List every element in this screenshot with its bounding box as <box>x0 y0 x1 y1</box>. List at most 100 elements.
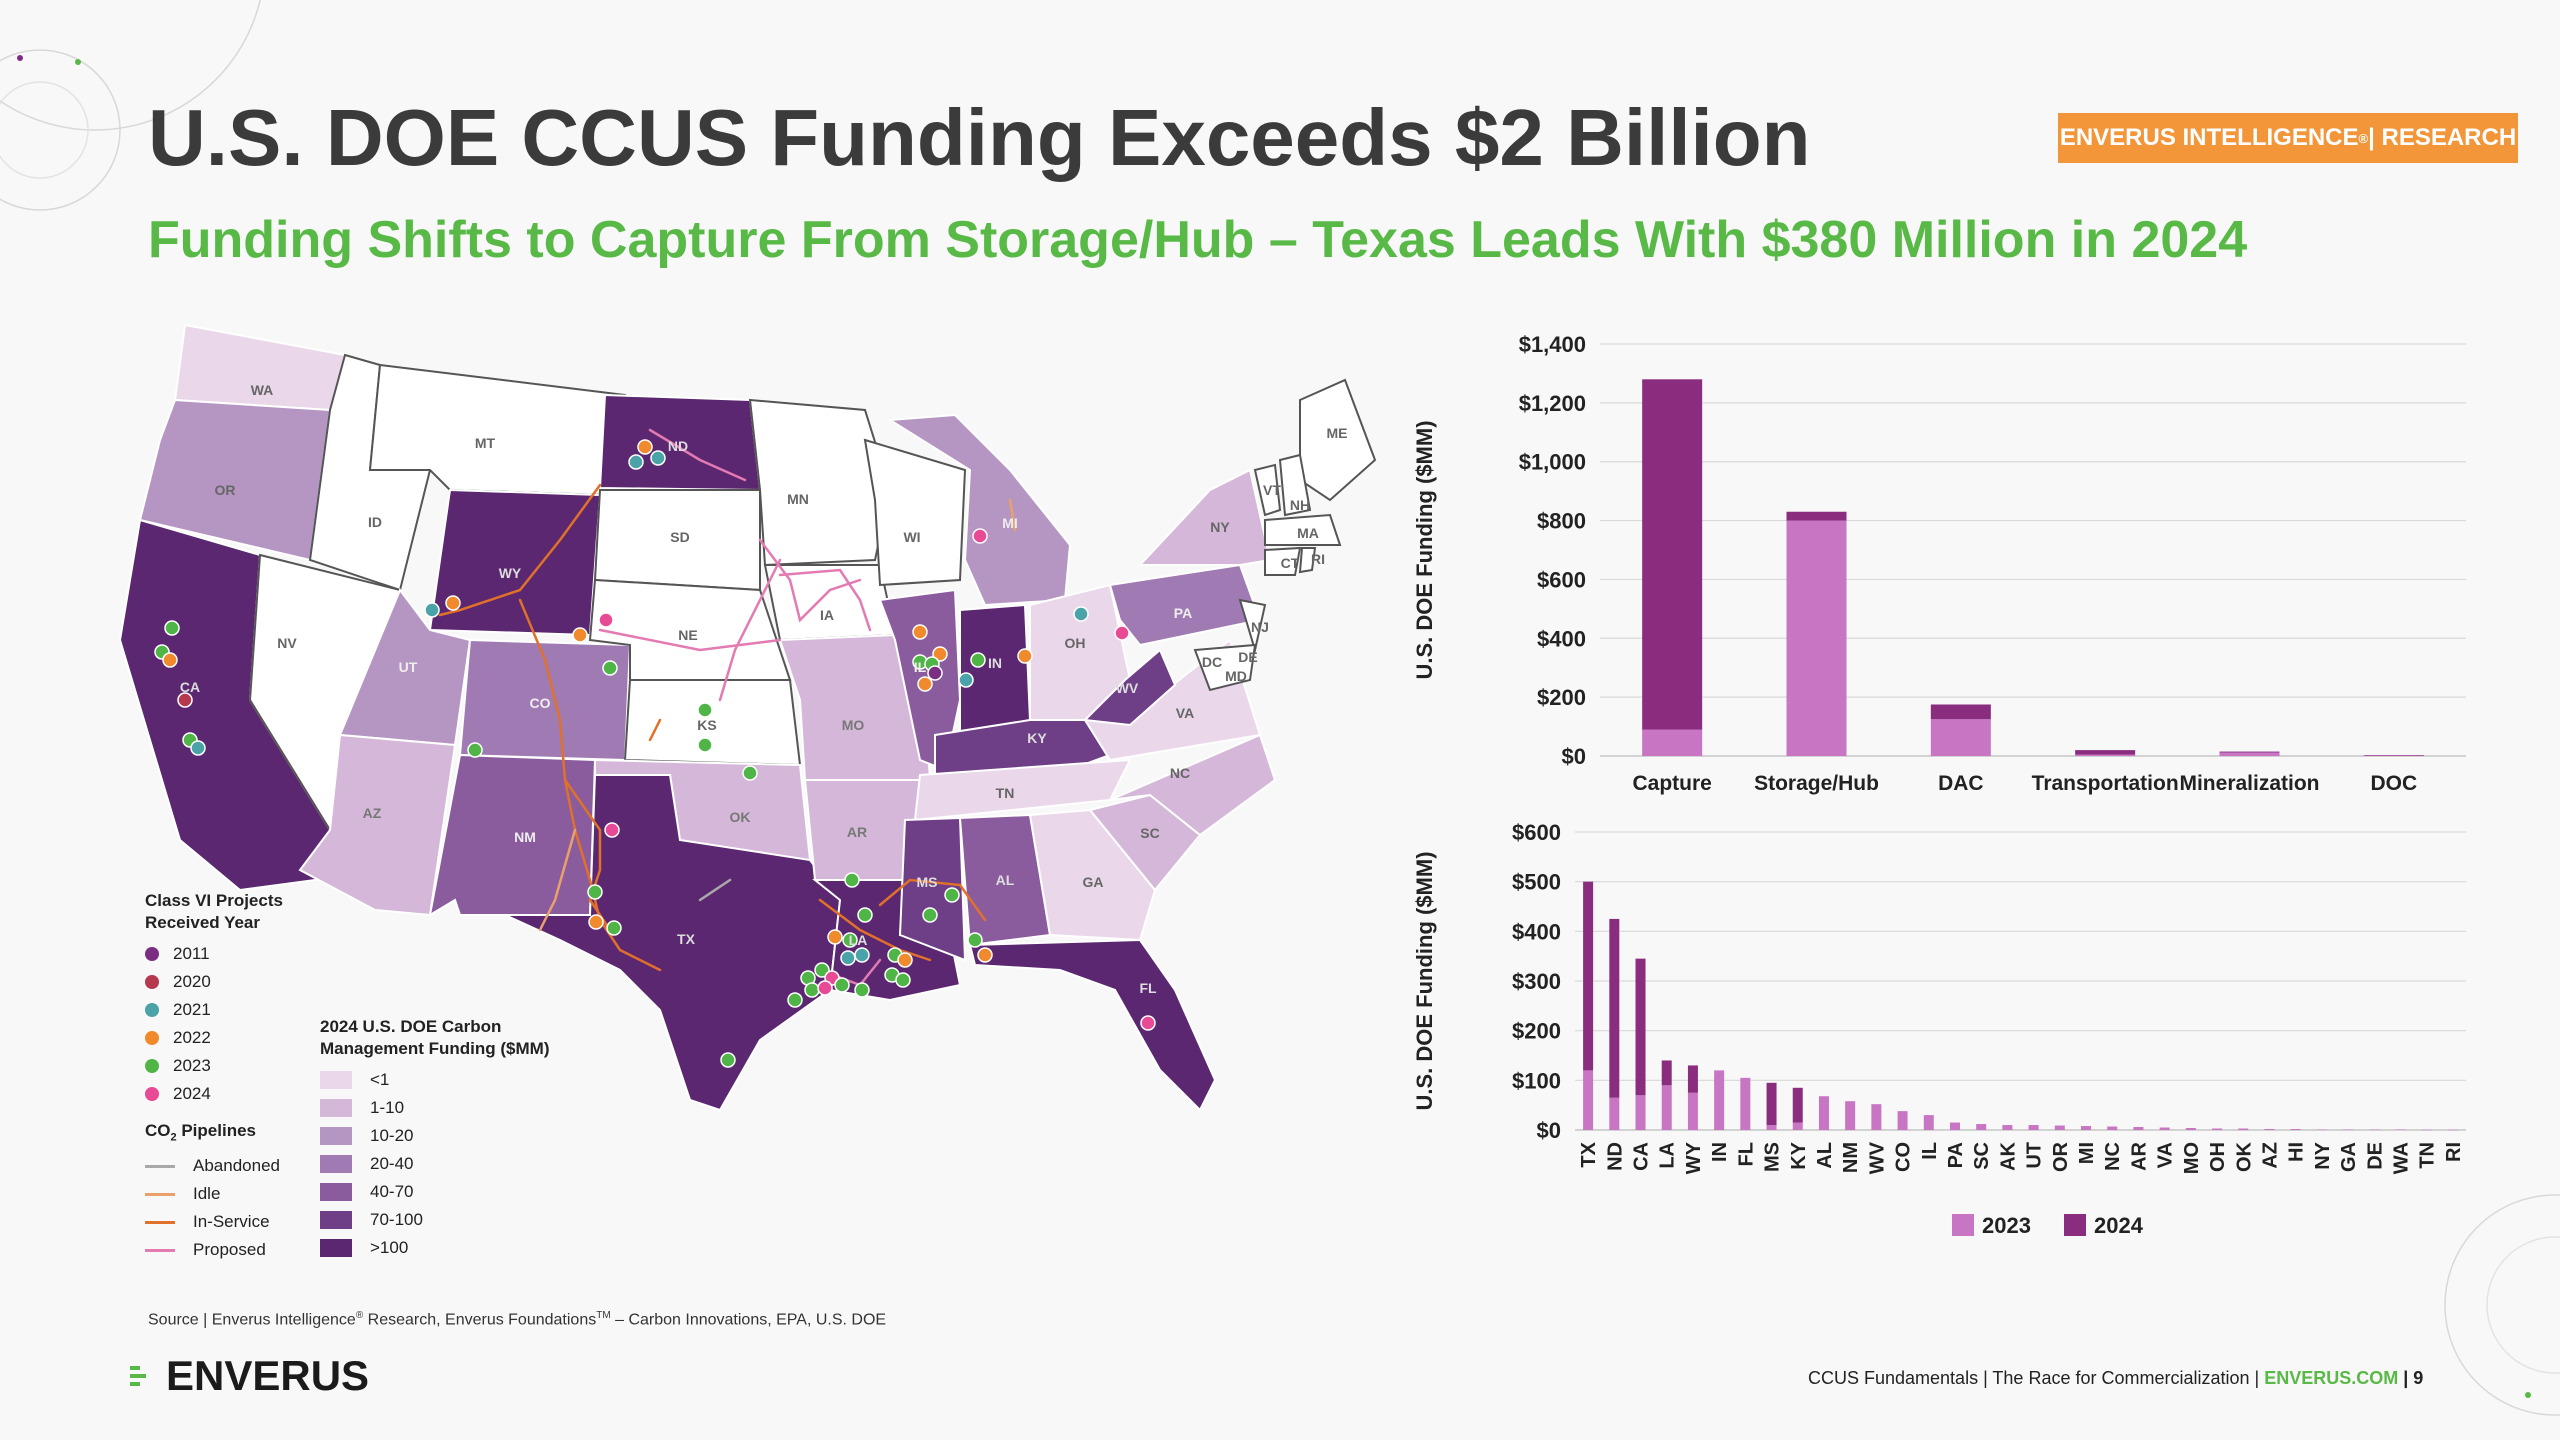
legend-item: 10-20 <box>320 1122 600 1150</box>
state-label: OH <box>1065 635 1086 651</box>
pipelines-legend-co: CO <box>145 1121 171 1140</box>
legend-item: 40-70 <box>320 1178 600 1206</box>
pipeline-idle-2 <box>1008 498 1017 532</box>
page-subtitle: Funding Shifts to Capture From Storage/H… <box>148 211 2248 269</box>
project-marker <box>972 528 988 544</box>
state-label: MN <box>787 491 809 507</box>
page-title: U.S. DOE CCUS Funding Exceeds $2 Billion <box>148 93 1811 182</box>
state-label: TX <box>677 931 696 947</box>
project-marker <box>650 450 666 466</box>
project-marker <box>827 929 843 945</box>
legend-label: 1-10 <box>370 1098 405 1117</box>
project-marker <box>844 872 860 888</box>
pipelines-legend-sub: 2 <box>170 1131 177 1144</box>
state-ut <box>338 587 472 747</box>
legend-label: Idle <box>193 1184 221 1204</box>
project-markers <box>154 439 1156 1068</box>
state-label: CA <box>180 679 200 695</box>
legend-item: 2024 <box>145 1080 345 1108</box>
legend-label: 40-70 <box>370 1182 414 1201</box>
project-marker <box>697 737 713 753</box>
state-ms <box>898 816 967 962</box>
project-marker <box>604 822 620 838</box>
project-marker <box>922 907 938 923</box>
pipeline-in-service-ks <box>648 718 662 742</box>
state-wv <box>1082 648 1177 727</box>
state-nh <box>1278 453 1312 517</box>
state-label: NE <box>678 627 697 643</box>
legend-label: 2022 <box>173 1028 211 1047</box>
project-marker <box>895 972 911 988</box>
project-marker <box>817 980 833 996</box>
project-marker <box>932 646 948 662</box>
state-label: IL <box>914 659 927 675</box>
state-ct <box>1264 546 1302 576</box>
legend-swatch <box>145 1087 159 1101</box>
state-nm <box>428 753 597 918</box>
projects-legend-title: Class VI Projects Received Year <box>145 891 283 932</box>
legend-swatch <box>145 1031 159 1045</box>
legend-swatch <box>320 1127 352 1145</box>
state-label: AL <box>996 872 1015 888</box>
funding-legend-title: 2024 U.S. DOE Carbon Management Funding … <box>320 1017 550 1058</box>
state-label: SC <box>1140 825 1159 841</box>
project-marker <box>588 914 604 930</box>
state-label: NJ <box>1251 619 1269 635</box>
badge-right: | RESEARCH <box>2368 124 2517 151</box>
project-marker <box>1017 648 1033 664</box>
legend-label: In-Service <box>193 1212 270 1232</box>
legend-item: 70-100 <box>320 1206 600 1234</box>
legend-item: 20-40 <box>320 1150 600 1178</box>
project-marker <box>164 620 180 636</box>
project-marker <box>944 887 960 903</box>
state-label: MT <box>475 435 496 451</box>
project-marker <box>897 952 913 968</box>
project-marker <box>697 702 713 718</box>
legend-label: 2020 <box>173 972 211 991</box>
state-label: IA <box>820 607 834 623</box>
state-label: SD <box>670 529 689 545</box>
state-label: NH <box>1290 497 1310 513</box>
state-label: PA <box>1174 605 1192 621</box>
state-nc <box>1109 733 1277 837</box>
legend-label: Abandoned <box>193 1156 280 1176</box>
legend-swatch <box>320 1071 352 1089</box>
project-marker <box>854 982 870 998</box>
state-label: TN <box>996 785 1015 801</box>
state-label: UT <box>399 659 418 675</box>
project-marker <box>977 947 993 963</box>
state-label: OK <box>730 809 751 825</box>
pipeline-idle-1 <box>538 828 577 932</box>
pipeline-proposed-ne <box>598 628 782 652</box>
legend-label: 10-20 <box>370 1126 414 1145</box>
legend-item: 2020 <box>145 968 345 996</box>
legend-item: 2021 <box>145 996 345 1024</box>
project-marker <box>467 742 483 758</box>
state-label: AZ <box>363 805 382 821</box>
state-label: MA <box>1297 525 1319 541</box>
state-ia <box>763 564 897 642</box>
project-marker <box>628 454 644 470</box>
project-marker <box>912 624 928 640</box>
pipeline-in-service-tx <box>588 878 662 972</box>
footer-site-link[interactable]: ENVERUS.COM <box>2264 1368 2399 1388</box>
project-marker <box>572 627 588 643</box>
pipeline-in-service-la <box>818 898 932 962</box>
legend-item: <1 <box>320 1066 600 1094</box>
state-ri <box>1298 547 1317 574</box>
project-marker <box>177 692 193 708</box>
legend-item: Abandoned <box>145 1152 345 1180</box>
legend-swatch <box>145 947 159 961</box>
pipelines-legend: CO2 Pipelines Abandoned Idle In-Service Pro… <box>145 1120 345 1264</box>
state-ga <box>1028 808 1157 942</box>
legend-label: 2024 <box>173 1084 211 1103</box>
state-label: NM <box>514 829 536 845</box>
state-label: VT <box>1263 482 1281 498</box>
source-tm: TM <box>596 1310 611 1321</box>
legend-swatch <box>145 1248 175 1252</box>
badge-left: ENVERUS INTELLIGENCE <box>2059 124 2359 151</box>
project-marker <box>958 672 974 688</box>
state-label: ND <box>668 438 688 454</box>
legend-label: >100 <box>370 1238 409 1257</box>
